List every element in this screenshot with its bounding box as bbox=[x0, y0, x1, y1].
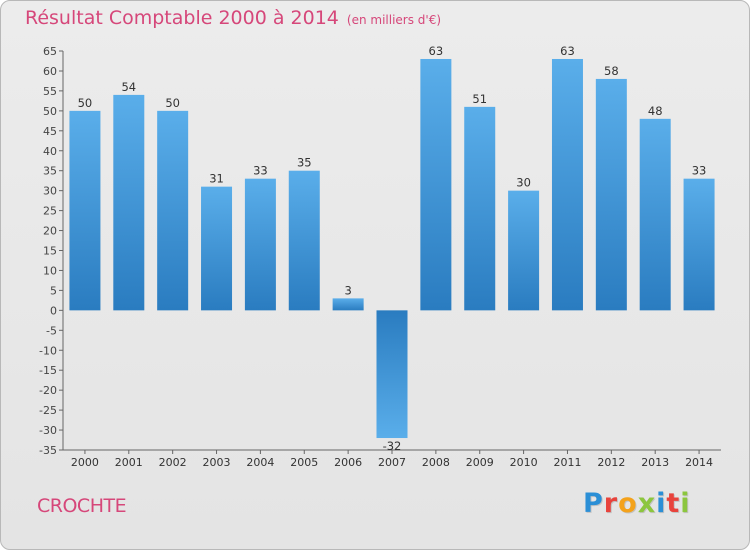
x-tick-label: 2011 bbox=[553, 456, 581, 469]
y-tick-label: 15 bbox=[43, 245, 57, 258]
x-tick-label: 2003 bbox=[203, 456, 231, 469]
proxiti-logo[interactable]: Proxiti bbox=[583, 488, 691, 519]
x-tick-label: 2004 bbox=[246, 456, 274, 469]
y-tick-label: 50 bbox=[43, 105, 57, 118]
x-tick-label: 2005 bbox=[290, 456, 318, 469]
bar-2001 bbox=[113, 94, 145, 311]
logo-letter: t bbox=[666, 488, 681, 519]
y-tick-label: -20 bbox=[39, 384, 57, 397]
data-label: 63 bbox=[560, 44, 575, 58]
y-tick-label: 60 bbox=[43, 65, 57, 78]
chart-axes: -35 -30 -25 -20 -15 -10 -5 0 5 10 15 20 25 30 35 40 45 50… bbox=[39, 45, 721, 469]
bar-2007 bbox=[376, 310, 408, 439]
bar-2006 bbox=[332, 298, 364, 311]
x-tick-label: 2007 bbox=[378, 456, 406, 469]
data-label: 3 bbox=[344, 283, 351, 297]
chart-title: Résultat Comptable 2000 à 2014 bbox=[25, 7, 339, 29]
logo-letter: r bbox=[603, 488, 619, 519]
bar-2004 bbox=[244, 178, 276, 311]
data-label: 35 bbox=[297, 156, 312, 170]
x-tick-label: 2009 bbox=[466, 456, 494, 469]
data-label: -32 bbox=[383, 439, 402, 453]
y-tick-label: 5 bbox=[50, 284, 57, 297]
y-tick-label: 55 bbox=[43, 85, 57, 98]
x-tick-label: 2014 bbox=[685, 456, 713, 469]
data-label: 48 bbox=[648, 104, 663, 118]
bar-2000 bbox=[69, 110, 101, 311]
y-tick-label: 40 bbox=[43, 145, 57, 158]
x-tick-label: 2001 bbox=[115, 456, 143, 469]
x-tick-label: 2000 bbox=[71, 456, 99, 469]
y-tick-label: -35 bbox=[39, 444, 57, 457]
logo-letter: x bbox=[637, 488, 657, 519]
bar-2005 bbox=[288, 170, 320, 311]
title-row: Résultat Comptable 2000 à 2014 (en millie… bbox=[25, 7, 441, 29]
x-tick-label: 2002 bbox=[159, 456, 187, 469]
bar-2014 bbox=[683, 178, 715, 311]
data-label: 58 bbox=[604, 64, 619, 78]
y-tick-label: 10 bbox=[43, 264, 57, 277]
data-label: 51 bbox=[472, 92, 487, 106]
x-tick-label: 2008 bbox=[422, 456, 450, 469]
data-label: 31 bbox=[209, 172, 224, 186]
y-tick-label: 65 bbox=[43, 45, 57, 58]
bar-2012 bbox=[595, 78, 627, 311]
bar-2009 bbox=[464, 106, 496, 311]
data-label: 33 bbox=[253, 164, 268, 178]
x-tick-label: 2013 bbox=[641, 456, 669, 469]
x-tick-label: 2010 bbox=[510, 456, 538, 469]
data-label: 50 bbox=[165, 96, 180, 110]
bar-2003 bbox=[201, 186, 233, 311]
data-label: 50 bbox=[78, 96, 93, 110]
chart-subtitle: (en milliers d'€) bbox=[346, 13, 442, 27]
chart-bars bbox=[69, 58, 715, 439]
y-tick-label: 25 bbox=[43, 205, 57, 218]
y-tick-label: -10 bbox=[39, 344, 57, 357]
y-tick-label: 35 bbox=[43, 165, 57, 178]
bar-2008 bbox=[420, 58, 452, 311]
bar-2002 bbox=[157, 110, 189, 311]
bar-2013 bbox=[639, 118, 671, 311]
data-label: 30 bbox=[516, 176, 531, 190]
chart-data-labels: 50 54 50 31 33 35 3 -32 63 51 30 63 58 48 33 bbox=[78, 44, 707, 453]
logo-letter: i bbox=[680, 488, 691, 519]
logo-letter: P bbox=[583, 488, 604, 519]
y-tick-label: 30 bbox=[43, 185, 57, 198]
x-tick-label: 2006 bbox=[334, 456, 362, 469]
data-label: 33 bbox=[692, 164, 707, 178]
commune-name: CROCHTE bbox=[37, 495, 127, 517]
y-tick-label: 20 bbox=[43, 225, 57, 238]
bar-2011 bbox=[551, 58, 583, 311]
y-tick-label: -5 bbox=[46, 324, 57, 337]
data-label: 63 bbox=[429, 44, 444, 58]
logo-letter: o bbox=[618, 488, 638, 519]
y-tick-label: 0 bbox=[50, 304, 57, 317]
logo-letter: i bbox=[656, 488, 667, 519]
x-tick-label: 2012 bbox=[597, 456, 625, 469]
bar-2010 bbox=[508, 190, 540, 311]
y-tick-label: -30 bbox=[39, 424, 57, 437]
y-tick-label: -15 bbox=[39, 364, 57, 377]
y-tick-label: -25 bbox=[39, 404, 57, 417]
data-label: 54 bbox=[121, 80, 136, 94]
y-tick-label: 45 bbox=[43, 125, 57, 138]
